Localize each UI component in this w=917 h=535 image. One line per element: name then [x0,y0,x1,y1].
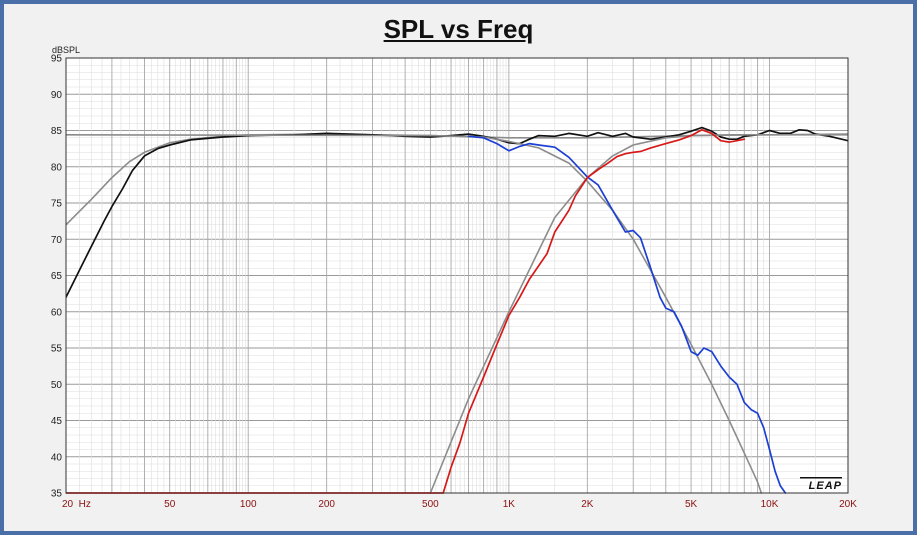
y-tick-label: 50 [51,380,63,391]
leap-logo: LEAP [800,477,842,492]
y-tick-label: 40 [51,452,63,463]
x-tick-label: 200 [318,499,335,510]
curves [66,126,848,494]
x-tick-label: 2K [581,499,594,510]
leap-logo-text: LEAP [809,480,842,492]
x-tick-label: 10K [761,499,779,510]
x-tick-label: 20K [839,499,857,510]
y-tick-label: 90 [51,90,63,101]
y-tick-label: 35 [51,489,63,500]
x-tick-label: 500 [422,499,439,510]
series-line-3 [429,134,848,494]
y-tick-label: 65 [51,271,63,282]
x-tick-label: 100 [240,499,257,510]
chart-title: SPL vs Freq [383,14,534,44]
y-tick-label: 60 [51,307,63,318]
y-tick-label: 75 [51,199,63,210]
y-tick-label: 95 [51,54,63,65]
series-line-4 [66,134,763,494]
y-tick-label: 85 [51,126,63,137]
y-axis-ticks: 35 40 45 50 55 60 65 70 75 80 85 90 95 [51,54,63,500]
x-tick-label: 5K [685,499,698,510]
x-tick-label: 50 [164,499,176,510]
y-tick-label: 45 [51,416,63,427]
x-tick-label: 20 Hz [62,499,91,510]
y-axis-label: dBSPL [52,45,80,55]
y-tick-label: 80 [51,162,63,173]
plot-border [65,57,849,494]
y-tick-label: 70 [51,235,63,246]
y-tick-label: 55 [51,344,63,355]
series-line-5 [467,135,787,494]
series-line-6 [442,128,746,494]
x-tick-label: 1K [503,499,516,510]
x-axis-ticks: 20 Hz 50 100 200 500 1K 2K 5K 10K 20K [62,499,857,510]
